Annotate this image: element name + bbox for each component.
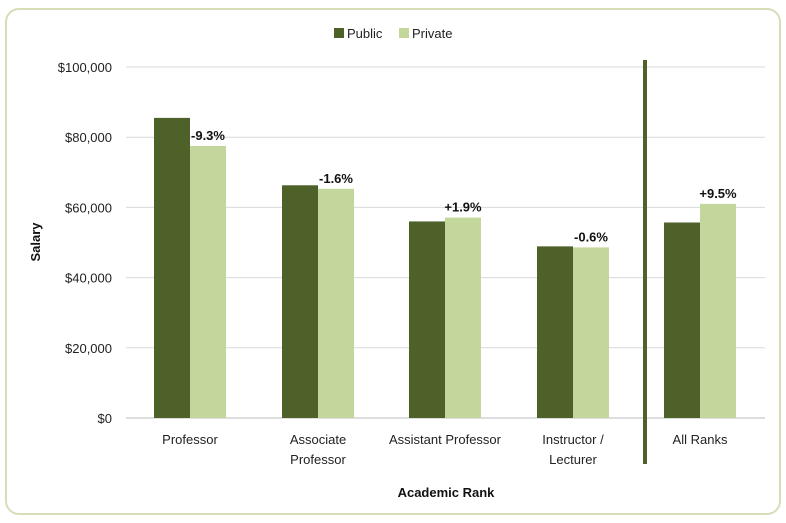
y-tick-labels: $0 $20,000 $40,000 $60,000 $80,000 $100,000 — [58, 60, 112, 426]
legend-swatch-private — [399, 28, 409, 38]
x-axis-title: Academic Rank — [398, 485, 496, 500]
data-label: +9.5% — [699, 186, 737, 201]
x-tick-label: Instructor / — [542, 432, 604, 447]
bar-private — [445, 217, 481, 418]
bar-public — [154, 117, 190, 419]
y-tick-label: $100,000 — [58, 60, 112, 75]
x-tick-label: Assistant Professor — [389, 432, 502, 447]
y-tick-label: $20,000 — [65, 341, 112, 356]
data-label: -1.6% — [319, 171, 353, 186]
bar-private — [700, 203, 736, 418]
x-tick-label: Professor — [162, 432, 218, 447]
data-label: +1.9% — [444, 200, 482, 215]
x-tick-label: Associate — [290, 432, 346, 447]
x-tick-label: All Ranks — [673, 432, 728, 447]
data-labels: -9.3% -1.6% +1.9% -0.6% +9.5% — [191, 128, 737, 244]
legend: Public Private — [334, 26, 452, 41]
bar-public — [537, 246, 573, 418]
y-tick-label: $80,000 — [65, 130, 112, 145]
bar-private — [573, 247, 609, 418]
bar-private — [318, 188, 354, 418]
x-tick-label: Lecturer — [549, 452, 597, 467]
legend-swatch-public — [334, 28, 344, 38]
bar-public — [664, 222, 700, 418]
bar-private — [190, 145, 226, 418]
data-label: -9.3% — [191, 128, 225, 143]
bar-public — [409, 221, 445, 418]
data-label: -0.6% — [574, 229, 608, 244]
bar-public — [282, 185, 318, 418]
y-tick-label: $0 — [98, 411, 112, 426]
bars — [154, 117, 736, 419]
chart-frame — [5, 8, 781, 515]
legend-label-private: Private — [412, 26, 452, 41]
y-tick-label: $60,000 — [65, 200, 112, 215]
x-tick-label: Professor — [290, 452, 346, 467]
gridlines — [126, 60, 765, 464]
x-tick-labels: Professor Associate Professor Assistant Pro… — [162, 432, 728, 467]
y-tick-label: $40,000 — [65, 271, 112, 286]
legend-label-public: Public — [347, 26, 383, 41]
y-axis-title: Salary — [28, 222, 43, 262]
